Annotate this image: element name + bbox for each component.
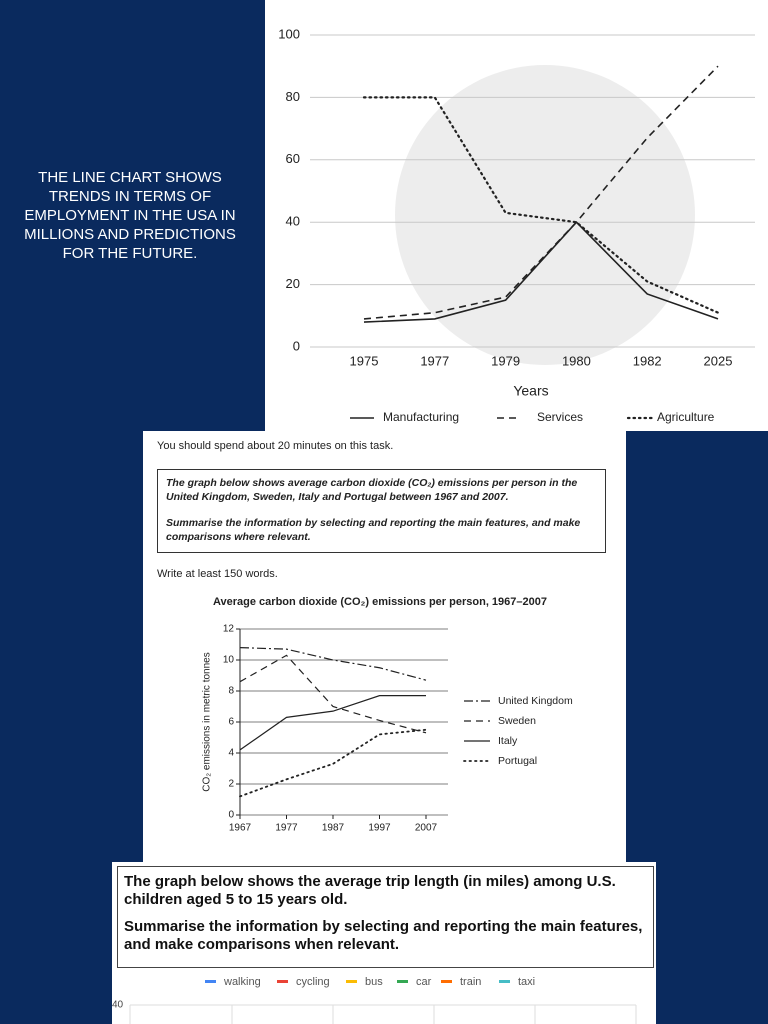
series-line (363, 65, 719, 320)
legend-label: bus (365, 976, 383, 988)
x-tick-label: 1979 (491, 353, 520, 368)
legend-label: cycling (296, 976, 330, 988)
x-tick-label: 1980 (562, 353, 591, 368)
y-tick-label: 12 (223, 624, 235, 635)
y-tick-label: 4 (228, 748, 234, 759)
panel (143, 431, 626, 862)
x-tick-label: 1977 (420, 353, 449, 368)
task-prompt: The graph below shows average carbon dio… (166, 477, 578, 503)
series-line (239, 647, 427, 681)
x-tick-label: 2007 (415, 823, 438, 834)
legend-label: United Kingdom (498, 695, 573, 707)
x-tick-label: 1977 (275, 823, 298, 834)
x-tick-label: 2025 (704, 353, 733, 368)
x-tick-label: 1967 (229, 823, 252, 834)
legend-swatch (397, 980, 408, 983)
y-tick-label: 0 (293, 338, 300, 353)
panel (112, 862, 656, 1024)
legend-label: train (460, 976, 481, 988)
legend-swatch (205, 980, 216, 983)
legend-label: Sweden (498, 715, 536, 727)
legend-swatch (277, 980, 288, 983)
y-tick-label: 80 (286, 89, 300, 104)
task-intro: You should spend about 20 minutes on thi… (157, 440, 394, 452)
legend-label: Manufacturing (383, 410, 459, 424)
y-tick-label: 0 (228, 810, 234, 821)
legend-swatch (441, 980, 452, 983)
legend-label: Italy (498, 735, 518, 747)
y-tick-label: 6 (228, 717, 234, 728)
y-tick-label: 100 (278, 26, 300, 41)
legend-label: Services (537, 410, 583, 424)
task-prompt: The graph below shows the average trip l… (124, 873, 616, 908)
legend-swatch (346, 980, 357, 983)
word-note: Write at least 150 words. (157, 568, 278, 580)
task-box: The graph below shows the average trip l… (117, 866, 654, 968)
series-line (239, 695, 426, 751)
series-line (239, 654, 427, 734)
x-tick-label: 1982 (633, 353, 662, 368)
y-tick-label: 20 (286, 276, 300, 291)
y-tick-label: 8 (228, 686, 234, 697)
legend-label: Portugal (498, 755, 537, 767)
legend-label: Agriculture (657, 410, 715, 424)
series-line (362, 96, 720, 314)
x-tick-label: 1975 (350, 353, 379, 368)
series-line (363, 221, 719, 323)
caption: THE LINE CHART SHOWS TRENDS IN TERMS OF … (24, 169, 236, 262)
task-box: The graph below shows average carbon dio… (157, 469, 606, 553)
y-tick-label: 60 (286, 151, 300, 166)
legend-label: car (416, 976, 432, 988)
x-tick-label: 1997 (368, 823, 391, 834)
y-tick-label: 40 (112, 1000, 124, 1011)
x-axis-label: Years (513, 383, 548, 399)
legend-label: taxi (518, 976, 535, 988)
series-line (239, 728, 427, 798)
watermark (395, 65, 695, 365)
y-tick-label: 40 (286, 214, 300, 229)
task-prompt: Summarise the information by selecting a… (124, 918, 643, 953)
legend-label: walking (223, 976, 261, 988)
y-tick-label: 10 (223, 655, 235, 666)
chart-title: Average carbon dioxide (CO₂) emissions p… (213, 596, 547, 608)
legend-swatch (499, 980, 510, 983)
y-tick-label: 2 (228, 779, 234, 790)
task-prompt: Summarise the information by selecting a… (166, 517, 581, 543)
y-axis-label: CO₂ emissions in metric tonnes (202, 652, 213, 791)
x-tick-label: 1987 (322, 823, 345, 834)
